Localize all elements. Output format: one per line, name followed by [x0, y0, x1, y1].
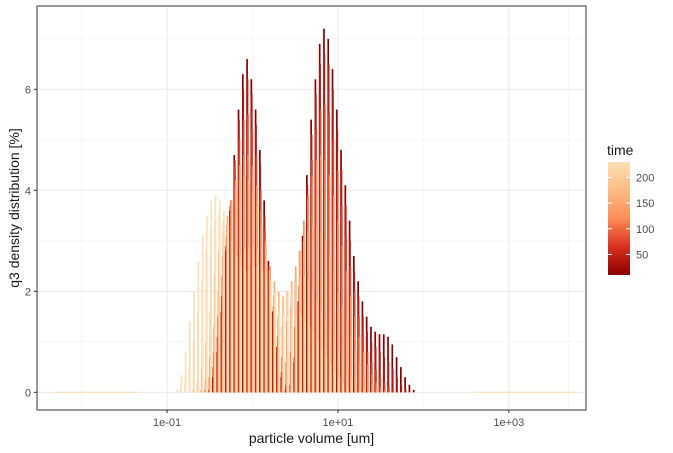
y-axis-title: q3 density distribution [%] [6, 128, 22, 288]
y-tick-label: 0 [25, 387, 31, 399]
legend: time 50 100 150 200 [607, 142, 654, 275]
x-tick-label: 1e-01 [153, 417, 181, 429]
x-tick-label: 1e+01 [323, 417, 354, 429]
y-tick-label: 6 [25, 84, 31, 96]
plot-area [55, 28, 576, 393]
panel-border [36, 5, 587, 411]
legend-label: 50 [636, 249, 648, 261]
x-tick-label: 1e+03 [493, 417, 524, 429]
legend-label: 100 [636, 224, 654, 236]
y-tick-label: 4 [25, 185, 31, 197]
series-time-230 [176, 195, 354, 393]
legend-label: 200 [636, 172, 654, 184]
legend-title: time [607, 142, 634, 158]
legend-colorbar [608, 162, 630, 275]
axes: 0 2 4 6 1e-01 1e+01 1e+03 [25, 84, 524, 429]
y-tick-label: 2 [25, 286, 31, 298]
legend-label: 150 [636, 198, 654, 210]
x-axis-title: particle volume [um] [249, 430, 374, 446]
